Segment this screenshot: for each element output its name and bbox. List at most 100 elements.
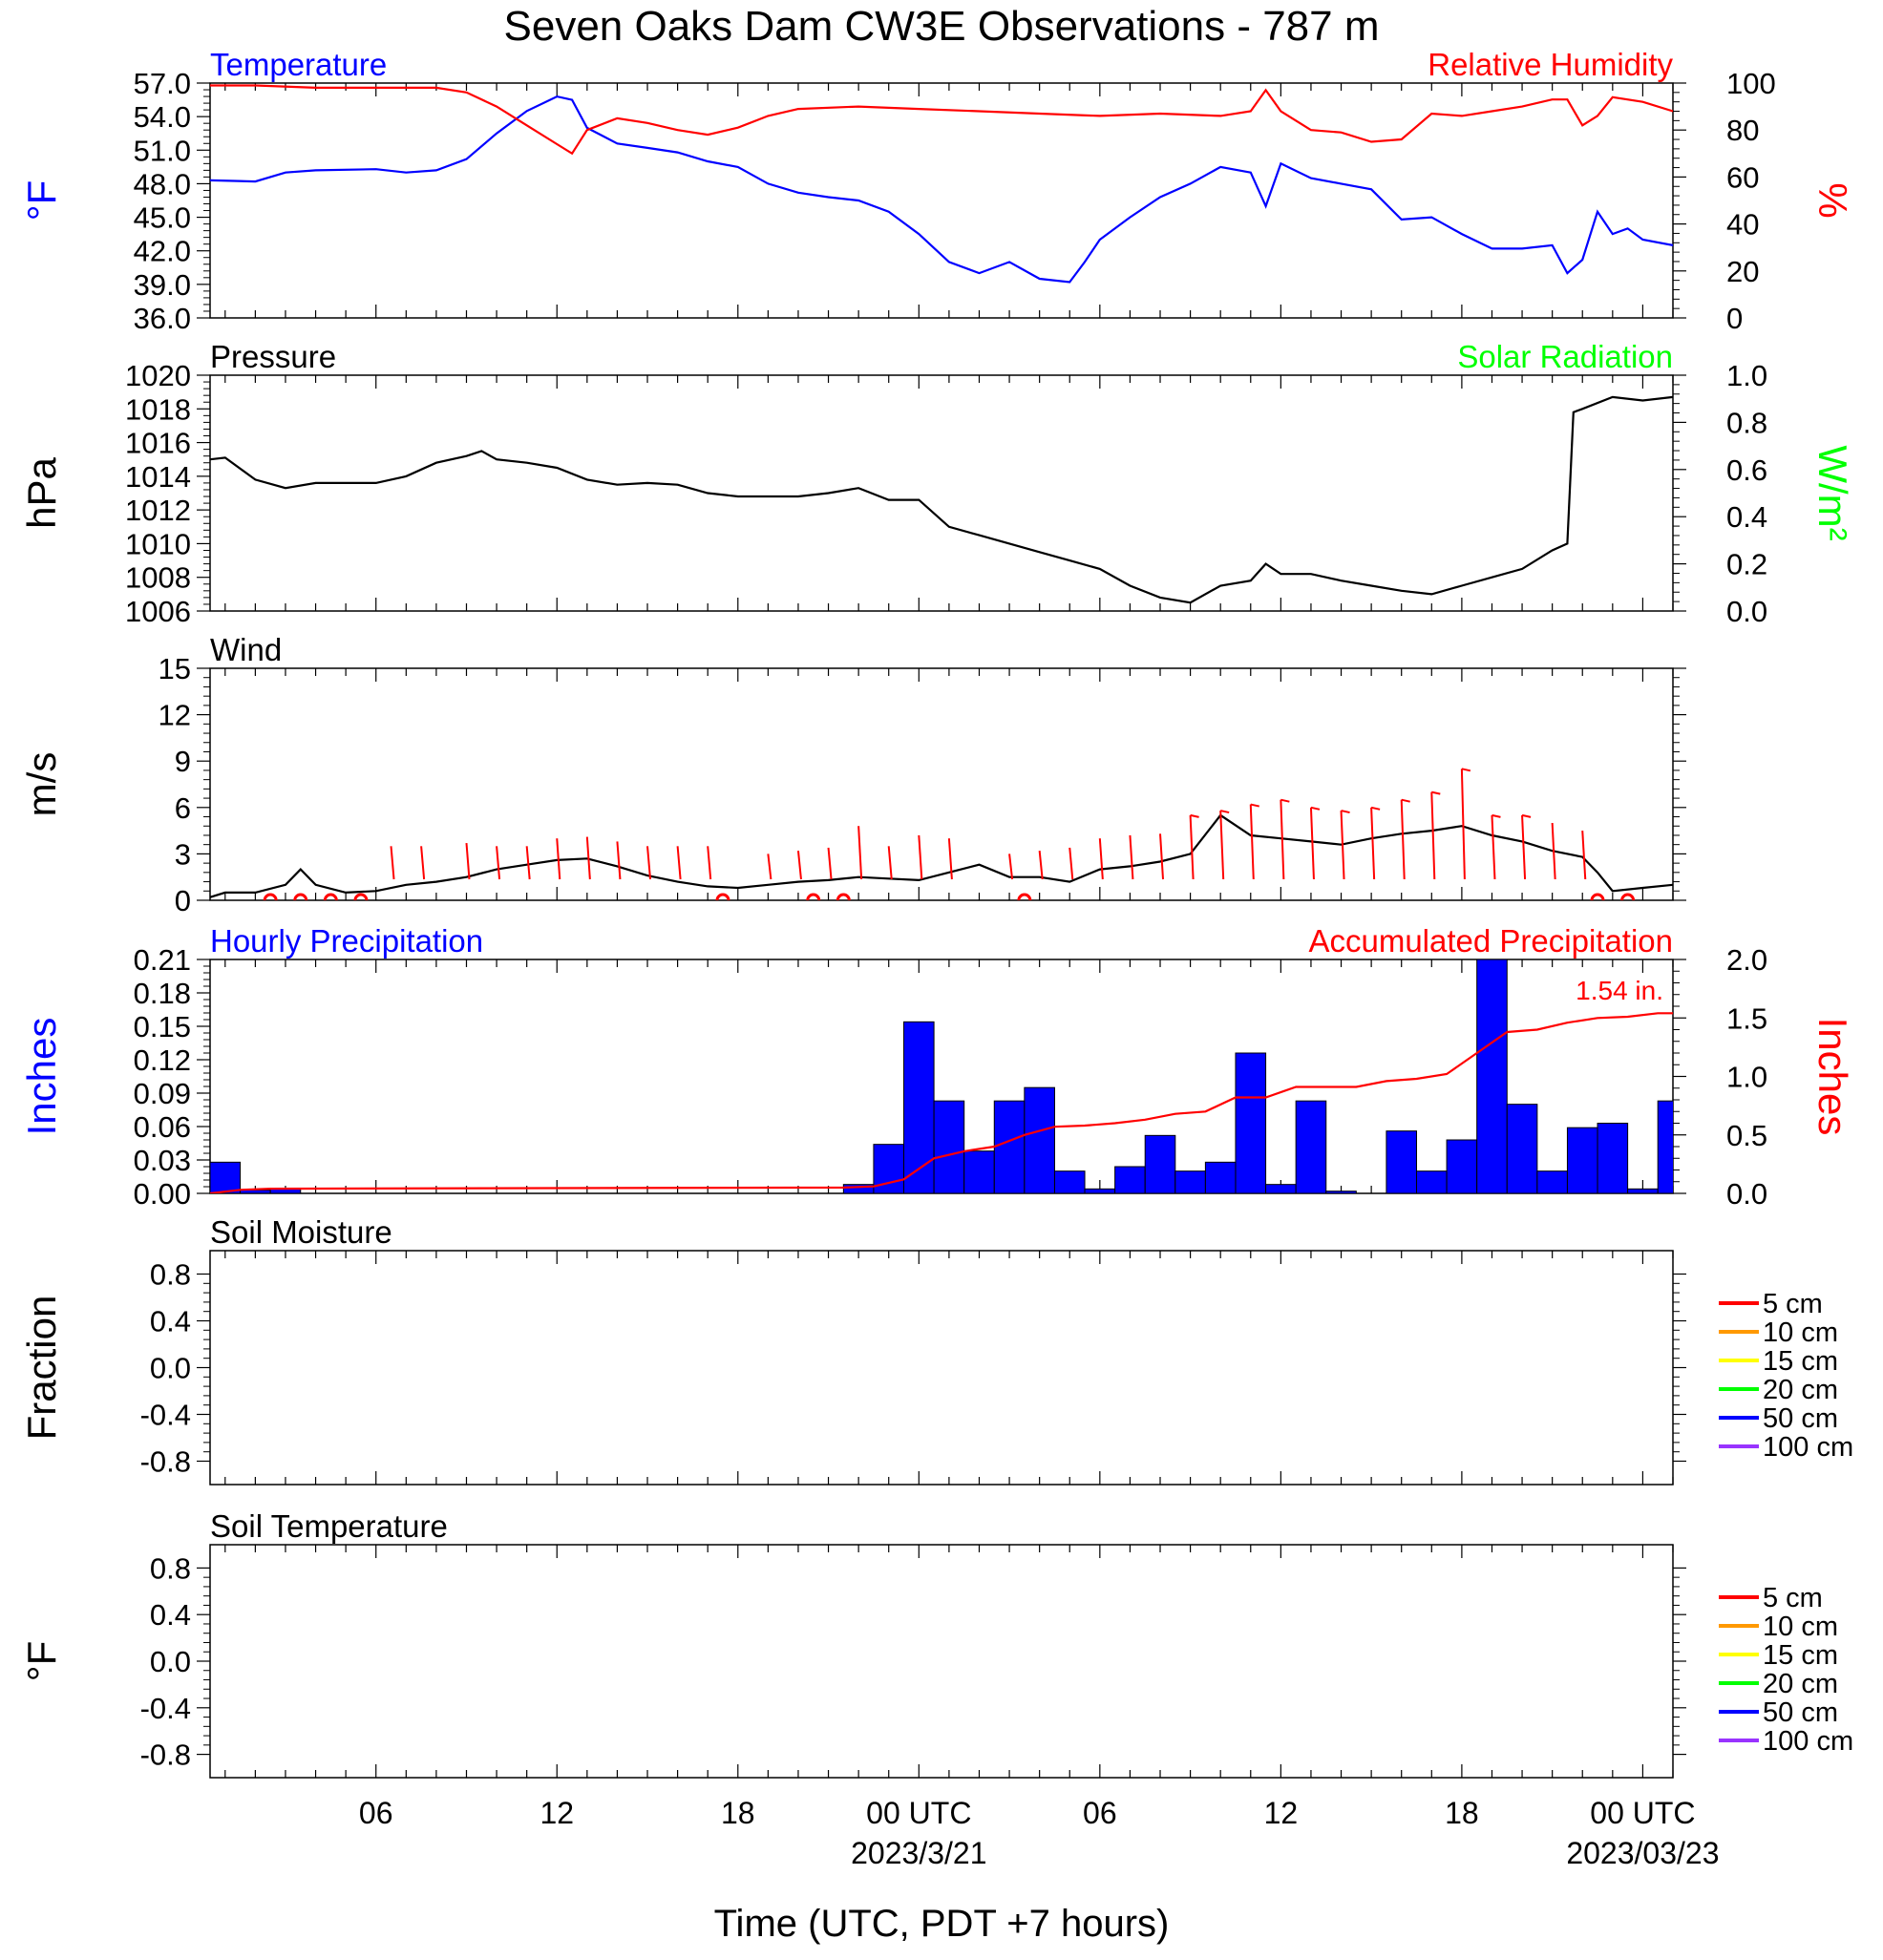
wind-barb-flag bbox=[1401, 798, 1410, 803]
precip-bar bbox=[963, 1150, 995, 1193]
legend-label: 50 cm bbox=[1763, 1697, 1838, 1728]
y-left-tick-label: 0.09 bbox=[134, 1077, 191, 1110]
wind-barb-flag bbox=[1190, 813, 1199, 818]
precip-bar bbox=[1536, 1170, 1568, 1193]
panel-title-left: Temperature bbox=[210, 47, 387, 82]
y-left-tick-label: 39.0 bbox=[134, 268, 191, 302]
wind-barb-flag bbox=[1310, 806, 1321, 811]
wind-barb bbox=[1219, 810, 1225, 880]
y-right-tick-label: 0 bbox=[1726, 302, 1743, 335]
panel-data bbox=[210, 959, 1673, 1193]
wind-barb-flag bbox=[1280, 798, 1290, 803]
x-date-label: 2023/03/23 bbox=[1566, 1836, 1719, 1870]
wind-barb bbox=[1340, 810, 1345, 880]
y-left-tick-label: -0.8 bbox=[140, 1739, 191, 1772]
precip-bar bbox=[1386, 1130, 1418, 1193]
panel-frame bbox=[209, 667, 1674, 901]
x-axis-label: Time (UTC, PDT +7 hours) bbox=[714, 1903, 1170, 1945]
y-left-tick-label: -0.4 bbox=[140, 1692, 191, 1725]
calm-wind-circle bbox=[323, 893, 338, 900]
y-right-tick-label: 0.6 bbox=[1726, 453, 1767, 487]
y-right-tick-label: 60 bbox=[1726, 160, 1759, 194]
wind-barb bbox=[1460, 769, 1466, 880]
x-tick-label: 06 bbox=[1083, 1796, 1117, 1830]
calm-wind-circle bbox=[1017, 893, 1032, 900]
y-left-tick-label: -0.8 bbox=[140, 1445, 191, 1479]
y-left-tick-label: 0.8 bbox=[150, 1258, 191, 1292]
precip-bar bbox=[1204, 1161, 1237, 1193]
wind-barb-flag bbox=[1492, 813, 1501, 818]
legend-label: 5 cm bbox=[1763, 1583, 1823, 1613]
legend-label: 100 cm bbox=[1763, 1432, 1853, 1463]
x-tick-label: 18 bbox=[1445, 1796, 1479, 1830]
precip-bar bbox=[903, 1021, 935, 1193]
y-right-tick-label: 2.0 bbox=[1726, 943, 1767, 977]
wind-barb bbox=[525, 846, 531, 880]
y-left-axis-label: Inches bbox=[19, 1018, 64, 1136]
y-right-tick-label: 100 bbox=[1726, 67, 1776, 100]
y-left-tick-label: 1010 bbox=[125, 527, 191, 560]
precip-bar bbox=[1053, 1170, 1086, 1193]
y-left-axis-label: °F bbox=[19, 180, 64, 221]
y-left-axis-label: Fraction bbox=[19, 1296, 64, 1441]
precip-bar bbox=[1566, 1127, 1598, 1193]
wind-barb bbox=[585, 836, 591, 880]
wind-barb-flag bbox=[1341, 810, 1350, 814]
wind-barb bbox=[796, 851, 802, 880]
legend-label: 20 cm bbox=[1763, 1669, 1838, 1699]
precip-bar bbox=[1174, 1170, 1206, 1193]
precip-bar bbox=[1084, 1188, 1116, 1193]
y-right-tick-label: 0.0 bbox=[1726, 1177, 1767, 1211]
panel-title-left: Pressure bbox=[210, 339, 336, 374]
y-right-tick-label: 0.2 bbox=[1726, 548, 1767, 581]
legend-label: 10 cm bbox=[1763, 1317, 1838, 1348]
y-left-tick-label: 0.00 bbox=[134, 1177, 191, 1211]
legend-label: 100 cm bbox=[1763, 1726, 1853, 1757]
legend-label: 10 cm bbox=[1763, 1612, 1838, 1642]
y-left-tick-label: 0 bbox=[175, 884, 191, 917]
precip-bar bbox=[1506, 1104, 1538, 1193]
y-left-tick-label: 0.21 bbox=[134, 943, 191, 977]
wind-barb bbox=[887, 846, 893, 880]
y-left-axis-label: hPa bbox=[19, 456, 64, 528]
wind-barb bbox=[646, 846, 652, 880]
y-left-tick-label: 45.0 bbox=[134, 201, 191, 235]
wind-barb bbox=[1008, 854, 1014, 880]
y-left-tick-label: 0.12 bbox=[134, 1043, 191, 1077]
wind-barb bbox=[1068, 847, 1074, 880]
y-right-tick-label: 0.0 bbox=[1726, 595, 1767, 628]
panel-title-right: Accumulated Precipitation bbox=[1308, 923, 1673, 959]
y-right-tick-label: 0.4 bbox=[1726, 500, 1767, 534]
y-left-tick-label: 51.0 bbox=[134, 134, 191, 167]
y-left-tick-label: 0.4 bbox=[150, 1598, 191, 1632]
y-left-tick-label: 1014 bbox=[125, 460, 191, 494]
y-left-tick-label: 1012 bbox=[125, 494, 191, 527]
y-right-tick-label: 20 bbox=[1726, 255, 1759, 288]
wind-barb bbox=[827, 847, 833, 880]
y-left-tick-label: 57.0 bbox=[134, 67, 191, 100]
wind-barb bbox=[390, 846, 395, 880]
y-left-tick-label: 0.18 bbox=[134, 977, 191, 1010]
calm-wind-circle bbox=[836, 893, 851, 900]
wind-barb bbox=[1098, 838, 1104, 880]
wind-barb-flag bbox=[1521, 813, 1532, 818]
panel-frame bbox=[209, 82, 1674, 319]
panel-title-left: Wind bbox=[210, 632, 282, 667]
precip-bar bbox=[1024, 1086, 1055, 1193]
wind-barb-flag bbox=[1370, 806, 1381, 811]
precip-bar bbox=[1114, 1166, 1146, 1193]
panel-title-left: Hourly Precipitation bbox=[210, 923, 483, 959]
wind-barb bbox=[465, 842, 471, 880]
panel-title-right: Relative Humidity bbox=[1428, 47, 1673, 82]
y-left-tick-label: 0.0 bbox=[150, 1645, 191, 1678]
panel-frame bbox=[209, 1250, 1674, 1486]
y-left-tick-label: 6 bbox=[175, 791, 191, 825]
wind-barb bbox=[1430, 791, 1436, 880]
y-left-tick-label: 54.0 bbox=[134, 100, 191, 134]
wind-barb bbox=[1249, 804, 1255, 880]
y-left-tick-label: 15 bbox=[159, 652, 191, 685]
wind-barb bbox=[676, 846, 682, 880]
